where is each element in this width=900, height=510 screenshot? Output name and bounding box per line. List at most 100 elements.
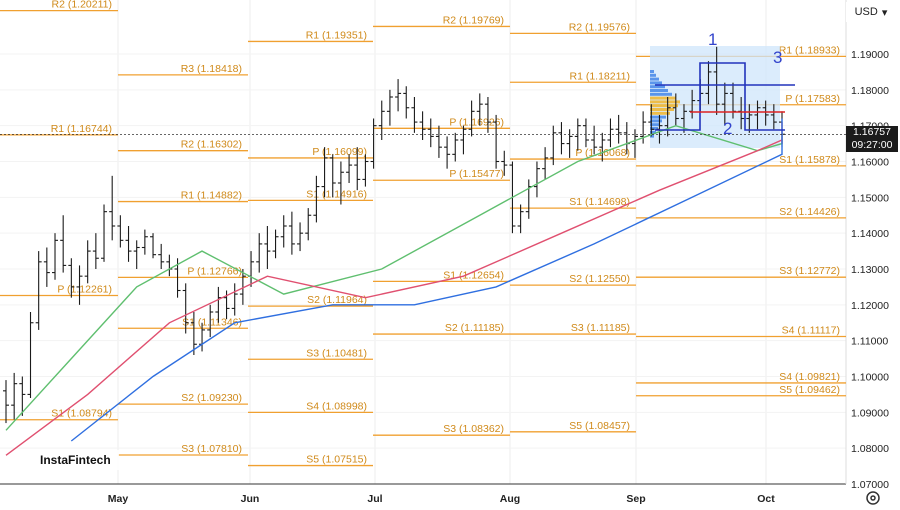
ohlc-bar — [435, 125, 442, 158]
volume-profile-bar — [650, 73, 656, 77]
pivot-level-label: S4 (1.09821) — [779, 371, 840, 383]
ohlc-bar — [591, 125, 598, 155]
ohlc-bar — [558, 122, 565, 155]
pivot-level-label: P (1.17583) — [785, 93, 840, 105]
pivot-level-label: S2 (1.11964) — [307, 294, 367, 306]
ohlc-bar — [721, 82, 728, 126]
ohlc-bar — [427, 118, 434, 148]
ohlc-bar — [11, 372, 18, 420]
ohlc-bar — [297, 222, 304, 252]
currency-label: USD — [854, 6, 878, 18]
ohlc-bar — [484, 97, 491, 133]
volume-profile-bar — [650, 81, 662, 85]
chevron-down-icon: ▾ — [881, 6, 888, 19]
volume-profile-bar — [650, 100, 680, 104]
ohlc-bar — [280, 215, 287, 248]
ohlc-bar — [150, 233, 157, 259]
ohlc-bar — [19, 376, 26, 416]
ohlc-bar — [321, 147, 328, 198]
ohlc-bar — [84, 240, 91, 284]
ohlc-bar — [582, 118, 589, 148]
volume-profile-bar — [650, 89, 668, 92]
ohlc-bar — [770, 104, 777, 130]
moving-averages — [5, 118, 783, 456]
ohlc-bar — [378, 100, 385, 140]
price-tick-label: 1.15000 — [851, 192, 889, 204]
ohlc-bar — [533, 161, 540, 198]
ohlc-bar — [550, 125, 557, 166]
ohlc-bar — [305, 208, 312, 241]
ohlc-bar — [27, 312, 34, 398]
pivot-level-label: P (1.16099) — [312, 146, 367, 158]
settings-icon[interactable] — [864, 489, 882, 507]
volume-profile-bar — [650, 96, 676, 100]
volume-profile-bar — [650, 85, 665, 89]
ohlc-bar — [346, 154, 353, 183]
ohlc-bar — [705, 61, 712, 105]
moving-average-line — [70, 118, 783, 442]
volume-profile-bar — [650, 111, 670, 115]
ohlc-bar — [762, 100, 769, 126]
ohlc-bar — [362, 154, 369, 187]
pivot-level-label: S3 (1.12772) — [779, 265, 840, 277]
volume-profile-bar — [650, 127, 658, 130]
current-price-badge: 1.16757 09:27:00 — [846, 126, 898, 152]
ohlc-bar — [411, 97, 418, 133]
ohlc-bar — [117, 215, 124, 248]
pivot-level-label: R1 (1.19351) — [306, 29, 367, 41]
ohlc-bar — [52, 233, 59, 280]
ohlc-bar — [76, 265, 83, 305]
ohlc-bar — [43, 247, 50, 287]
ohlc-bar — [337, 161, 344, 205]
pivot-level-label: S3 (1.08362) — [443, 423, 504, 435]
ohlc-bar — [607, 118, 614, 148]
ohlc-bar — [207, 304, 214, 338]
volume-profile-bar — [650, 70, 654, 73]
ohlc-bar — [231, 283, 238, 316]
ohlc-bar — [370, 118, 377, 169]
ohlc-bar — [395, 79, 402, 112]
ohlc-bar — [133, 240, 140, 269]
ohlc-bar — [754, 100, 761, 130]
ohlc-bar — [648, 104, 655, 137]
currency-selector[interactable]: USD ▾ — [846, 2, 896, 22]
pivot-level-label: R3 (1.18418) — [181, 63, 242, 75]
ohlc-bar — [746, 104, 753, 133]
wave-path — [655, 62, 785, 131]
volume-profile-bar — [650, 123, 660, 127]
price-tick-label: 1.16000 — [851, 157, 889, 169]
price-tick-label: 1.12000 — [851, 300, 889, 312]
price-tick-label: 1.10000 — [851, 372, 889, 384]
pivot-level-label: S3 (1.10481) — [306, 347, 367, 359]
pivot-level-label: P (1.12261) — [57, 283, 112, 295]
ohlc-bar — [92, 233, 99, 269]
price-tick-label: 1.07000 — [851, 479, 889, 491]
grid — [0, 0, 847, 485]
ohlc-bar — [256, 233, 263, 273]
logo-text: InstaFintech — [40, 453, 111, 467]
current-price-time: 09:27:00 — [851, 139, 893, 151]
ohlc-bar — [354, 147, 361, 191]
volume-profile — [650, 46, 780, 148]
month-tick-label: Jun — [241, 493, 260, 505]
wave-label: 3 — [773, 48, 782, 67]
price-tick-label: 1.08000 — [851, 443, 889, 455]
ohlc-bar — [313, 175, 320, 223]
ohlc-bar — [239, 269, 246, 305]
month-tick-label: Aug — [500, 493, 520, 505]
price-tick-label: 1.19000 — [851, 49, 889, 61]
ohlc-bar — [35, 251, 42, 330]
ohlc-bar — [158, 243, 165, 269]
pivot-level-label: R2 (1.19769) — [443, 14, 504, 26]
time-axis: May Jun Jul Aug Sep Oct — [108, 493, 775, 505]
ohlc-bar — [272, 229, 279, 259]
ohlc-bar — [517, 204, 524, 234]
pivot-level-label: S5 (1.08457) — [569, 420, 630, 432]
pivot-level-label: R1 (1.18933) — [779, 44, 840, 56]
pivot-levels: R2 (1.20211) R1 (1.16744) P (1.12261) S1 (1… — [0, 0, 846, 467]
pivot-level-label: S1 (1.12654) — [443, 269, 504, 281]
pivot-level-label: S2 (1.12550) — [569, 273, 630, 285]
volume-profile-bar — [650, 104, 678, 108]
ohlc-bar — [190, 312, 197, 355]
